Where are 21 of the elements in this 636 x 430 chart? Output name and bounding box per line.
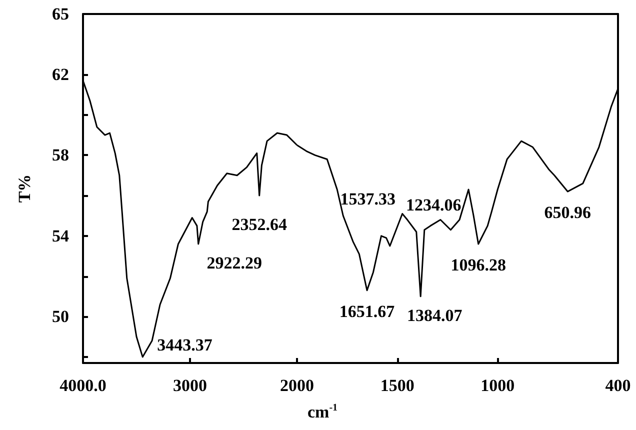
x-tick-label: 1000 [480, 376, 515, 395]
y-axis-title: T% [15, 174, 34, 203]
y-tick-label: 58 [52, 146, 69, 165]
annotation: 1234.06 [406, 195, 462, 214]
y-tick-label: 62 [52, 65, 69, 84]
annotation: 2352.64 [232, 215, 288, 234]
annotation: 1384.07 [406, 306, 463, 325]
x-tick-label: 4000.0 [60, 376, 106, 395]
x-tick-label: 3000 [173, 376, 207, 395]
y-tick-label: 54 [52, 226, 70, 246]
x-tick-label: 1500 [380, 376, 414, 395]
annotation: 1537.33 [340, 189, 396, 208]
annotation: 1096.28 [450, 255, 506, 274]
x-tick-label: 400 [605, 376, 631, 395]
annotation: 3443.37 [157, 335, 213, 354]
annotation: 1651.67 [339, 302, 396, 321]
annotation: 650.96 [544, 203, 592, 222]
x-tick-label: 2000 [280, 376, 314, 395]
y-tick-label: 65 [52, 4, 69, 24]
y-tick-label: 50 [52, 307, 69, 326]
annotation: 2922.29 [206, 253, 262, 272]
